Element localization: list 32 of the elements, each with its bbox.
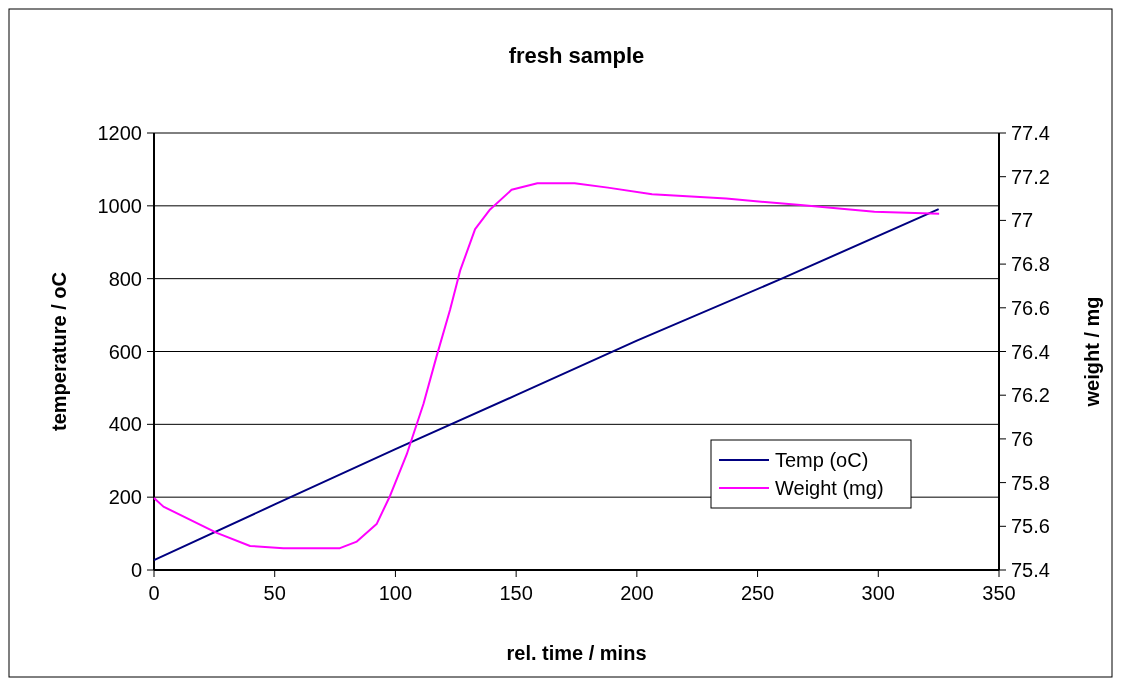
y2-tick-label: 76.4 xyxy=(1011,340,1050,363)
y-tick-label: 1200 xyxy=(97,122,142,144)
y2-tick-label: 76 xyxy=(1011,427,1034,450)
x-tick-label: 350 xyxy=(982,582,1016,604)
y2-tick-label: 75.4 xyxy=(1011,559,1050,581)
x-tick-label: 100 xyxy=(378,582,413,604)
legend-label: Temp (oC) xyxy=(775,449,869,471)
legend-label: Weight (mg) xyxy=(775,477,884,499)
y2-tick-label: 76.6 xyxy=(1011,296,1050,319)
y-tick-label: 0 xyxy=(130,559,142,581)
y2-tick-label: 76.8 xyxy=(1011,253,1050,276)
y-tick-label: 600 xyxy=(108,340,142,363)
x-tick-label: 0 xyxy=(148,582,160,604)
x-tick-label: 250 xyxy=(740,582,775,604)
x-tick-label: 300 xyxy=(861,582,895,604)
x-tick-label: 200 xyxy=(620,582,654,604)
x-tick-label: 50 xyxy=(263,582,286,604)
y-tick-label: 1000 xyxy=(97,194,142,217)
y2-tick-label: 77 xyxy=(1011,209,1034,232)
chart-title: fresh sample xyxy=(508,43,645,68)
y-axis-title: temperature / oC xyxy=(48,272,70,431)
x-axis-title: rel. time / mins xyxy=(506,642,647,664)
y2-tick-label: 75.6 xyxy=(1011,515,1050,538)
y-tick-label: 800 xyxy=(108,267,142,290)
y2-tick-label: 77.4 xyxy=(1011,122,1050,144)
y2-axis-title: weight / mg xyxy=(1081,296,1103,408)
x-tick-label: 150 xyxy=(499,582,533,604)
y2-tick-label: 76.2 xyxy=(1011,384,1050,407)
y2-tick-label: 75.8 xyxy=(1011,471,1050,494)
y2-tick-label: 77.2 xyxy=(1011,165,1050,188)
y-tick-label: 200 xyxy=(108,486,142,509)
y-tick-label: 400 xyxy=(108,413,142,436)
